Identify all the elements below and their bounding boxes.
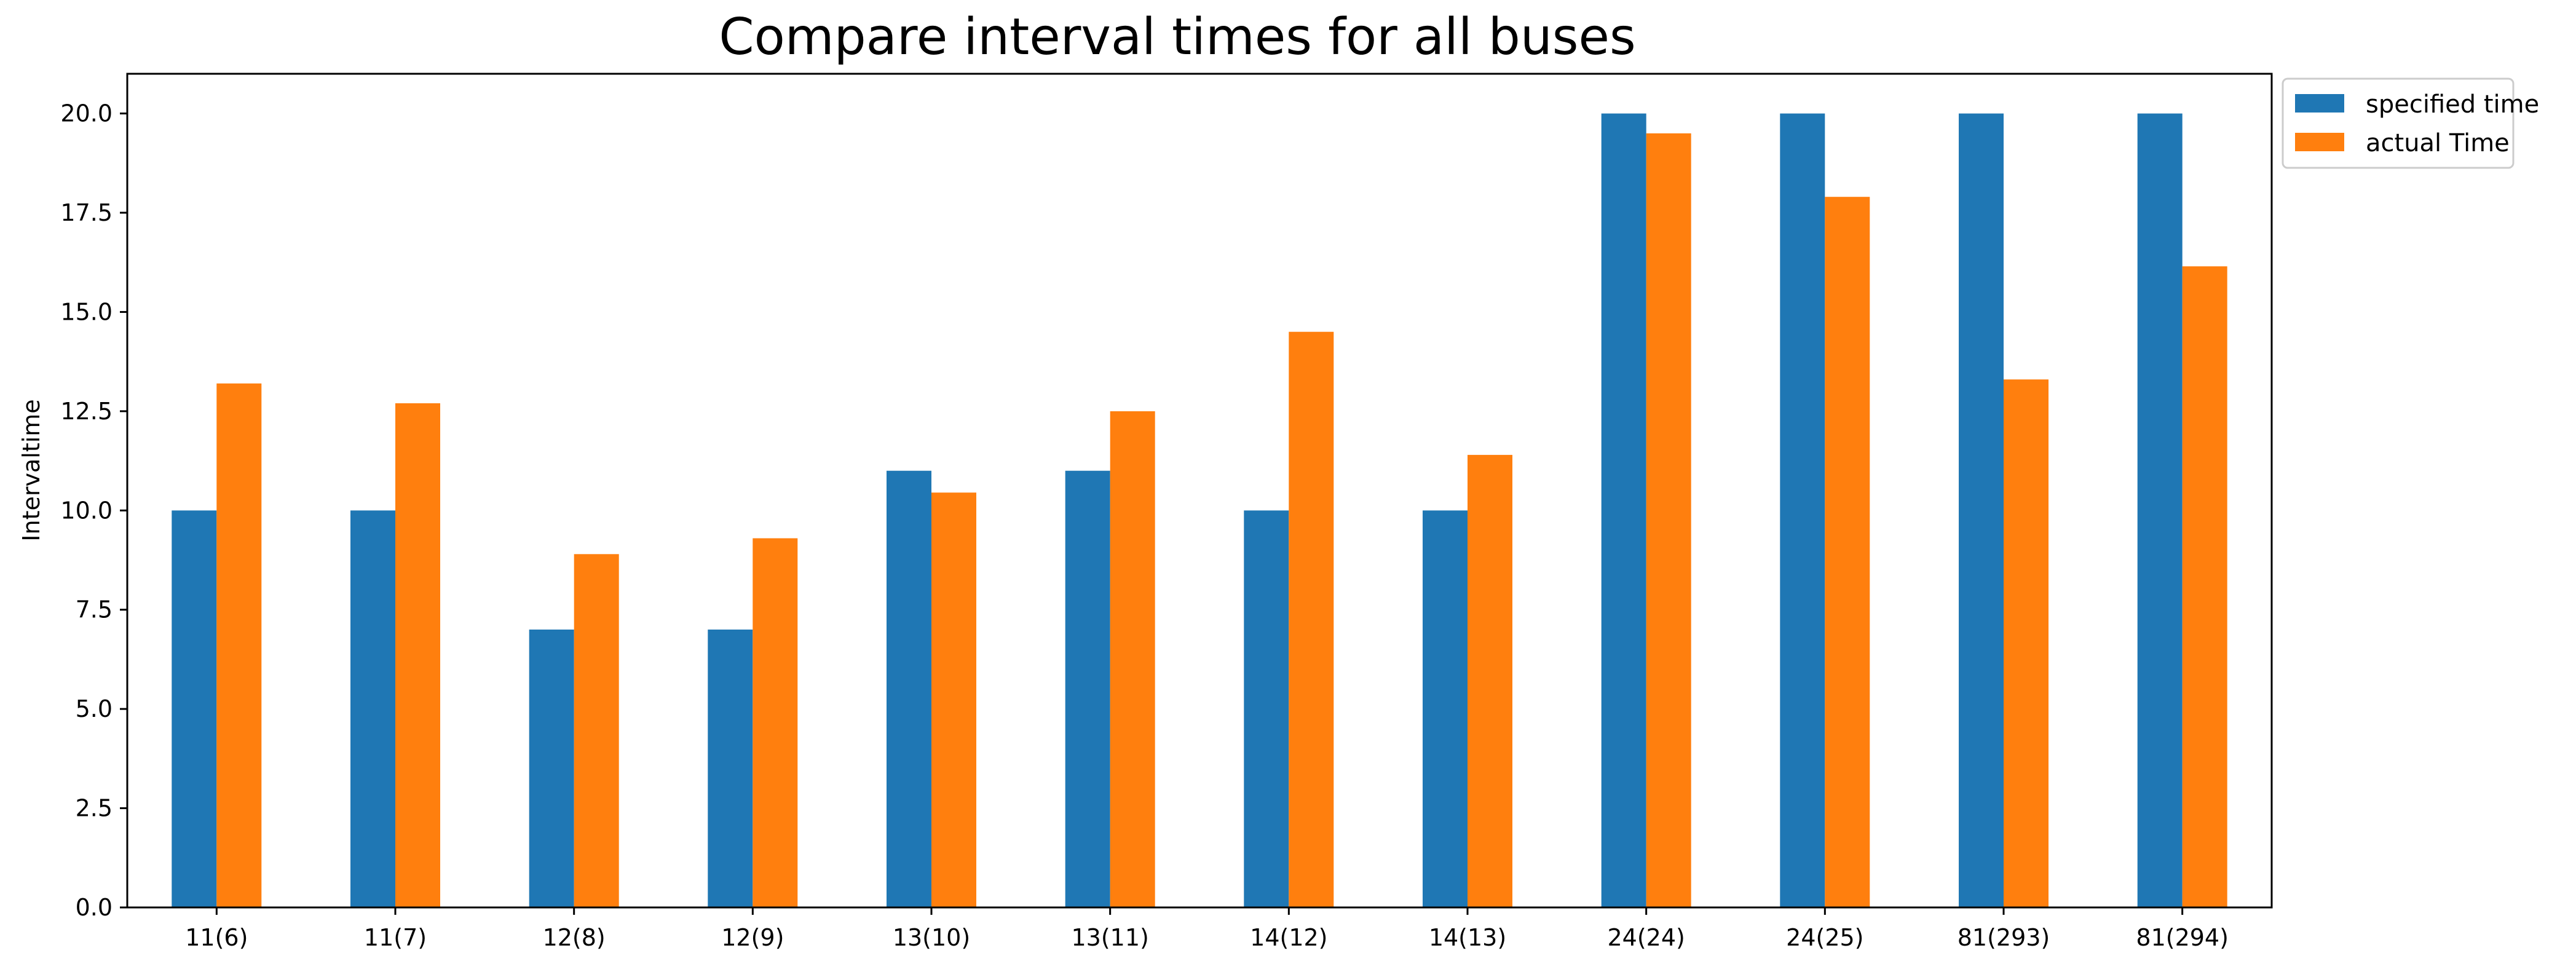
x-tick-label: 12(8) [543, 924, 606, 951]
x-tick-label: 24(25) [1786, 924, 1863, 951]
y-tick-label: 7.5 [76, 596, 113, 623]
chart-title: Compare interval times for all buses [719, 8, 1635, 66]
legend-label-actual-time: actual Time [2366, 129, 2510, 157]
x-tick-label: 11(6) [185, 924, 248, 951]
bar-actual-time-24-24 [1646, 133, 1691, 907]
bar-actual-time-13-10 [931, 492, 976, 907]
legend-swatch-actual-time [2295, 133, 2344, 151]
bar-actual-time-11-7 [395, 403, 440, 907]
bar-specified-time-81-294 [2137, 113, 2183, 908]
y-tick-label: 0.0 [76, 894, 113, 921]
x-tick-label: 14(12) [1250, 924, 1327, 951]
legend-label-specified-time: specified time [2366, 90, 2539, 119]
x-tick-label: 11(7) [364, 924, 427, 951]
bar-specified-time-13-11 [1065, 470, 1110, 907]
bar-actual-time-81-293 [2004, 379, 2049, 907]
bars-layer [172, 113, 2227, 908]
x-tick-label: 24(24) [1607, 924, 1685, 951]
y-tick-label: 10.0 [60, 497, 113, 524]
bar-specified-time-24-24 [1601, 113, 1646, 908]
bar-actual-time-13-11 [1110, 411, 1155, 907]
bar-specified-time-81-293 [1959, 113, 2004, 908]
x-tick-label: 81(294) [2136, 924, 2229, 951]
y-tick-label: 12.5 [60, 398, 113, 425]
bar-actual-time-14-13 [1468, 454, 1512, 907]
y-tick-label: 5.0 [76, 695, 113, 722]
bar-actual-time-11-6 [216, 383, 262, 907]
bar-specified-time-11-6 [172, 510, 217, 907]
x-tick-label: 14(13) [1429, 924, 1506, 951]
bar-actual-time-12-9 [753, 538, 798, 907]
x-tick-label: 81(293) [1958, 924, 2050, 951]
y-tick-label: 2.5 [76, 795, 113, 822]
bar-specified-time-11-7 [350, 510, 395, 907]
bar-specified-time-14-13 [1423, 510, 1468, 907]
x-tick-label: 13(11) [1071, 924, 1148, 951]
y-axis-label: Intervaltime [18, 399, 45, 541]
y-tick-label: 17.5 [60, 199, 113, 226]
bar-specified-time-13-10 [887, 470, 931, 907]
y-tick-label: 20.0 [60, 100, 113, 127]
plot-frame [126, 73, 2273, 909]
bar-specified-time-12-8 [529, 630, 574, 907]
bar-specified-time-12-9 [708, 630, 753, 907]
bar-actual-time-12-8 [574, 554, 619, 907]
x-tick-label: 13(10) [893, 924, 970, 951]
legend: specified time actual Time [2282, 77, 2539, 169]
bar-specified-time-24-25 [1780, 113, 1825, 908]
bar-actual-time-24-25 [1825, 197, 1870, 908]
bar-specified-time-14-12 [1244, 510, 1289, 907]
x-tick-label: 12(9) [721, 924, 784, 951]
legend-swatch-specified-time [2295, 94, 2344, 113]
ticks-layer: 11(6) 11(7) 12(8) 12(9) 13(10) 13(11) 14(12) 14… [60, 100, 2229, 951]
bar-actual-time-14-12 [1289, 331, 1334, 907]
y-tick-label: 15.0 [60, 298, 113, 325]
bar-actual-time-81-294 [2182, 266, 2227, 908]
